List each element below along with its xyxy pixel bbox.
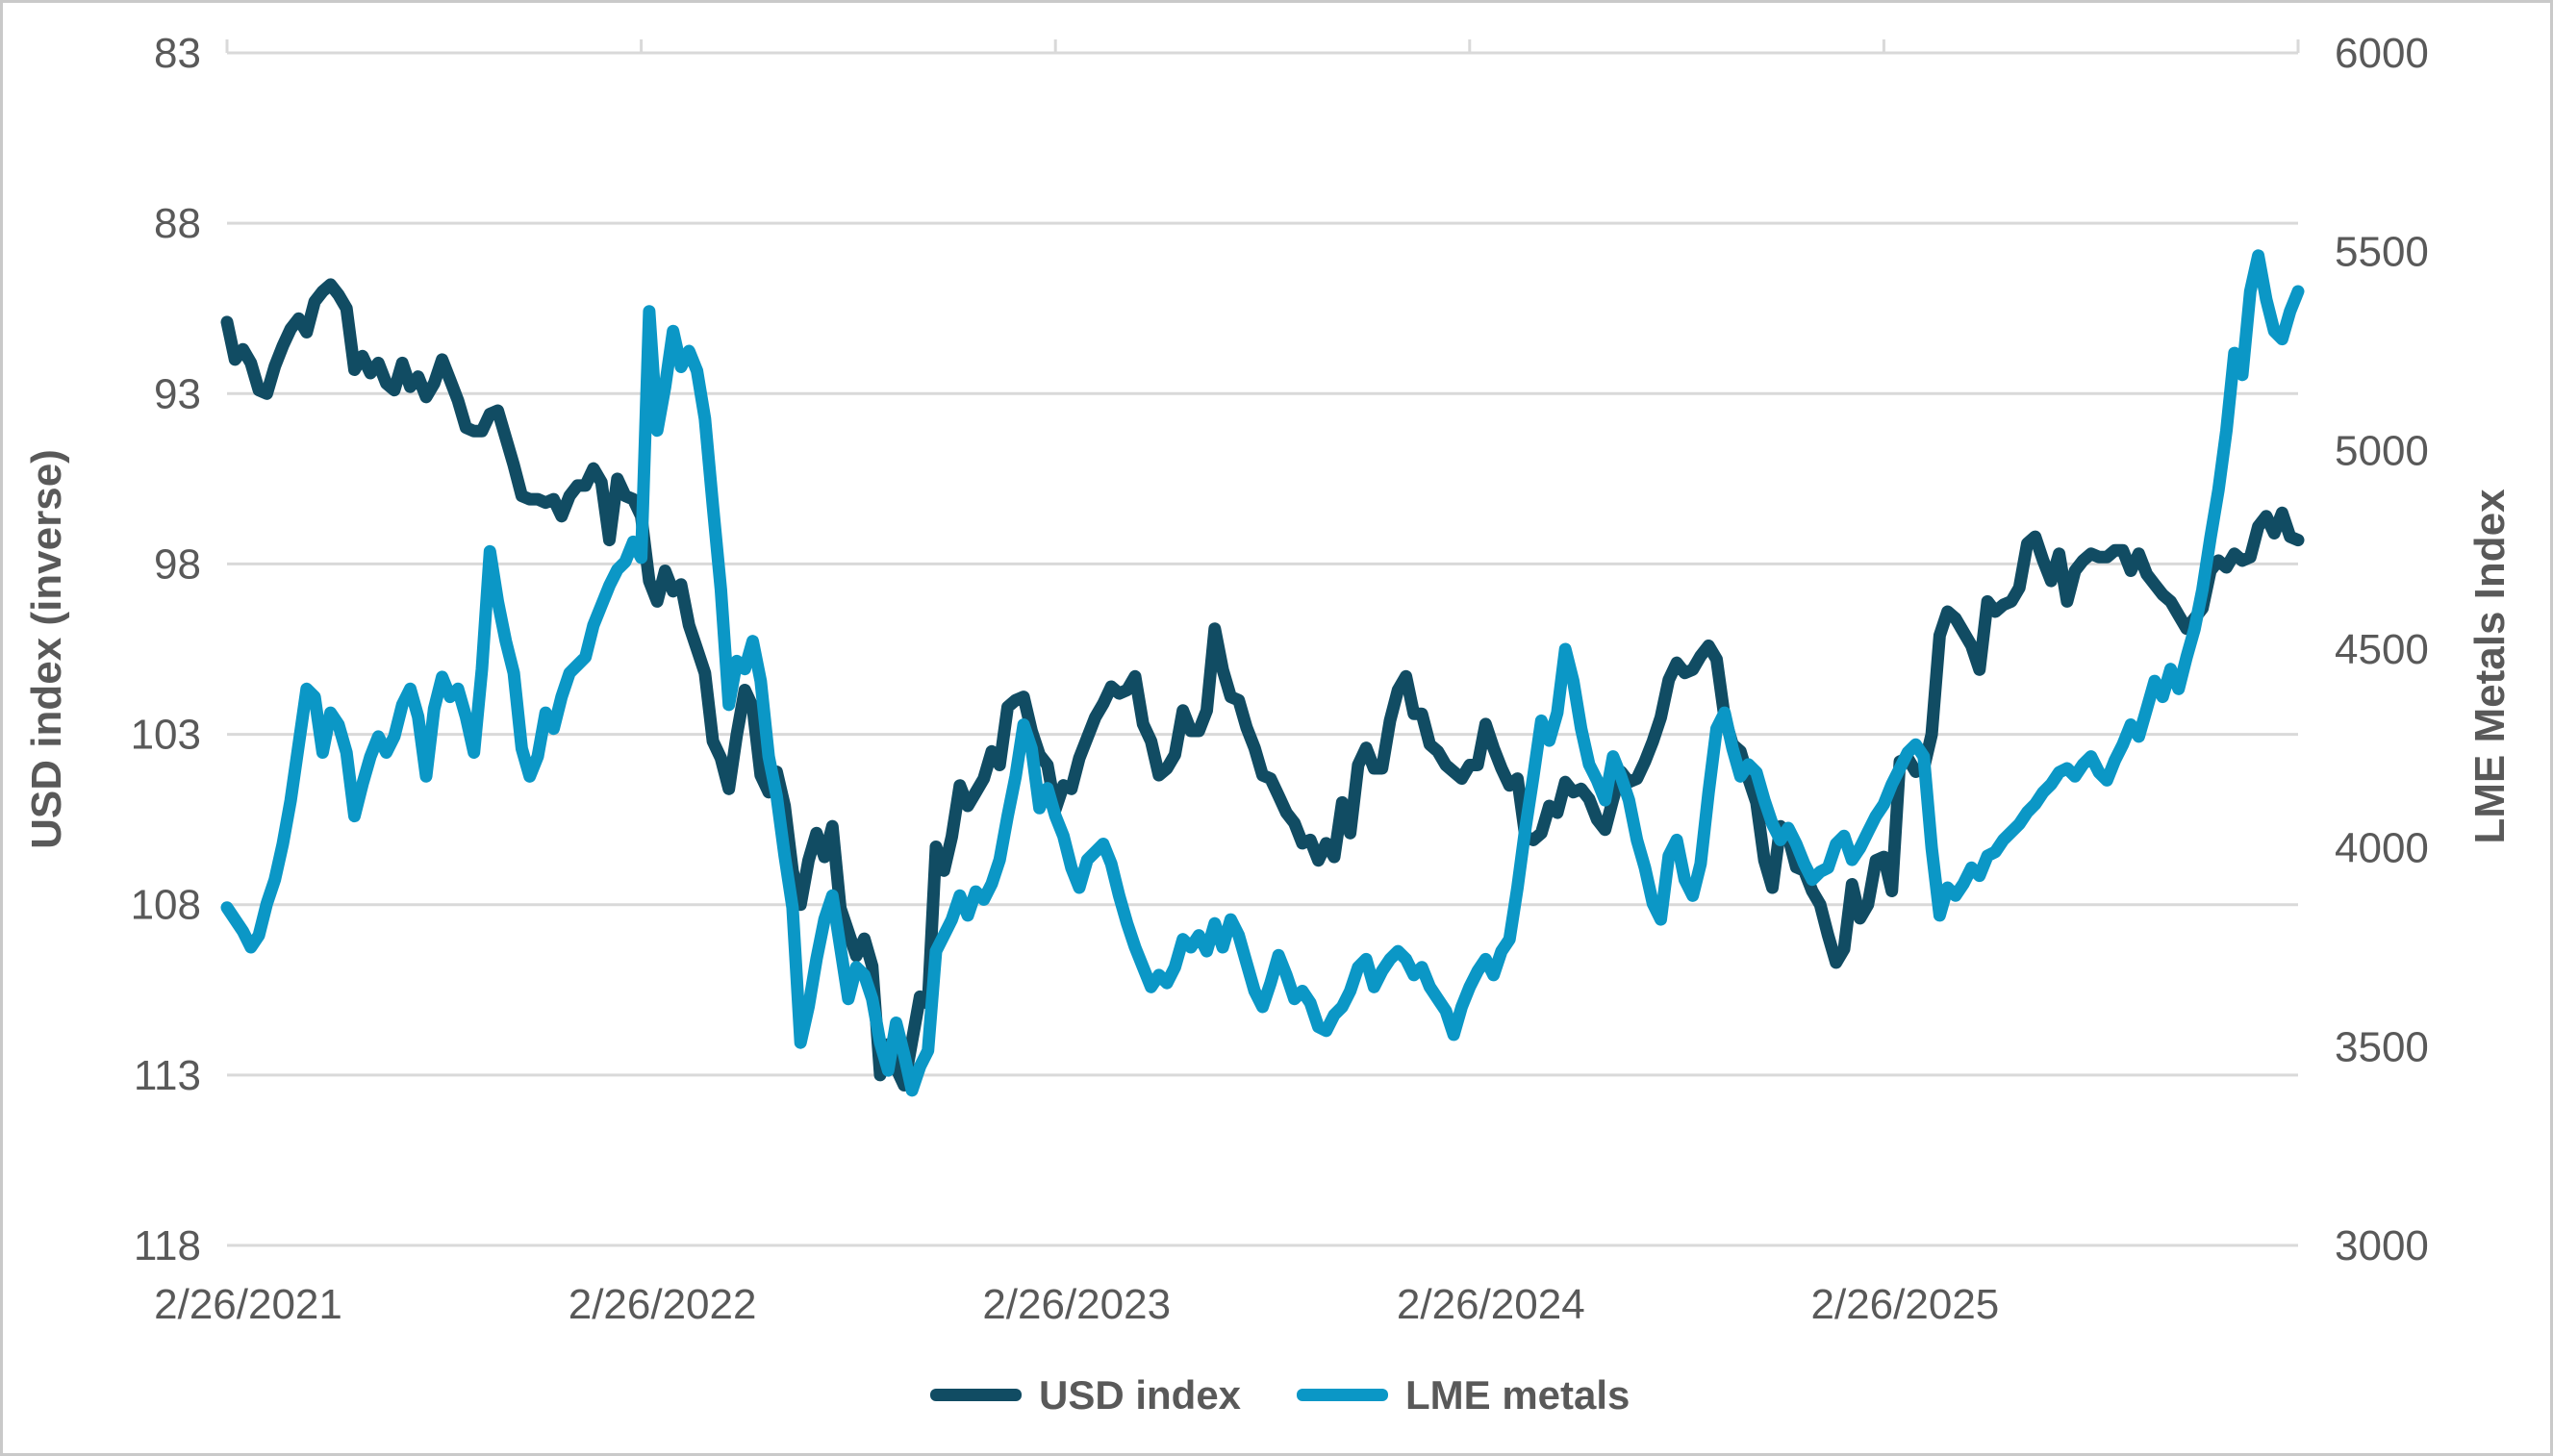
x-axis-date-label: 2/26/2025 (1811, 1281, 2000, 1328)
right-axis-tick-label: 4500 (2335, 626, 2429, 673)
left-axis-tick-label: 83 (154, 30, 201, 77)
x-axis-year-ticks (225, 39, 2300, 53)
x-axis-date-label: 2/26/2022 (569, 1281, 757, 1328)
left-axis-tick-labels: 83 88 93 98 103 108 113 118 (131, 30, 201, 1269)
legend: USD index LME metals (930, 1372, 1630, 1418)
right-axis-tick-label: 5000 (2335, 427, 2429, 474)
legend-swatch-usd-index (930, 1389, 1022, 1401)
left-axis-tick-label: 88 (154, 200, 201, 247)
dual-axis-line-chart: 83 88 93 98 103 108 113 118 6000 5500 5000 4500 400… (23, 30, 2514, 1418)
right-axis-tick-label: 5500 (2335, 229, 2429, 276)
legend-label-lme-metals: LME metals (1405, 1372, 1630, 1418)
x-axis-date-labels: 2/26/2021 2/26/2022 2/26/2023 2/26/2024 2/26… (154, 1281, 1999, 1328)
x-axis-date-label: 2/26/2023 (982, 1281, 1171, 1328)
left-axis-tick-label: 113 (134, 1052, 201, 1099)
right-axis-tick-label: 3000 (2335, 1222, 2429, 1269)
gridlines (227, 51, 2298, 1247)
left-axis-title: USD index (inverse) (23, 449, 70, 849)
legend-swatch-lme-metals (1297, 1389, 1388, 1401)
legend-label-usd-index: USD index (1039, 1372, 1242, 1418)
right-axis-tick-labels: 6000 5500 5000 4500 4000 3500 3000 (2335, 30, 2429, 1269)
left-axis-tick-label: 108 (131, 882, 201, 929)
left-axis-tick-label: 103 (131, 712, 201, 759)
left-axis-tick-label: 93 (154, 370, 201, 417)
series-line-usd-index (220, 278, 2305, 1092)
series-lines (220, 249, 2305, 1097)
series-line-lme-metals (220, 249, 2305, 1097)
right-axis-tick-label: 3500 (2335, 1023, 2429, 1070)
left-axis-tick-label: 118 (134, 1222, 201, 1269)
right-axis-tick-label: 4000 (2335, 825, 2429, 872)
left-axis-tick-label: 98 (154, 540, 201, 588)
x-axis-date-label: 2/26/2024 (1397, 1281, 1585, 1328)
x-axis-date-label: 2/26/2021 (154, 1281, 342, 1328)
right-axis-title: LME Metals Index (2466, 489, 2514, 844)
right-axis-tick-label: 6000 (2335, 30, 2429, 77)
